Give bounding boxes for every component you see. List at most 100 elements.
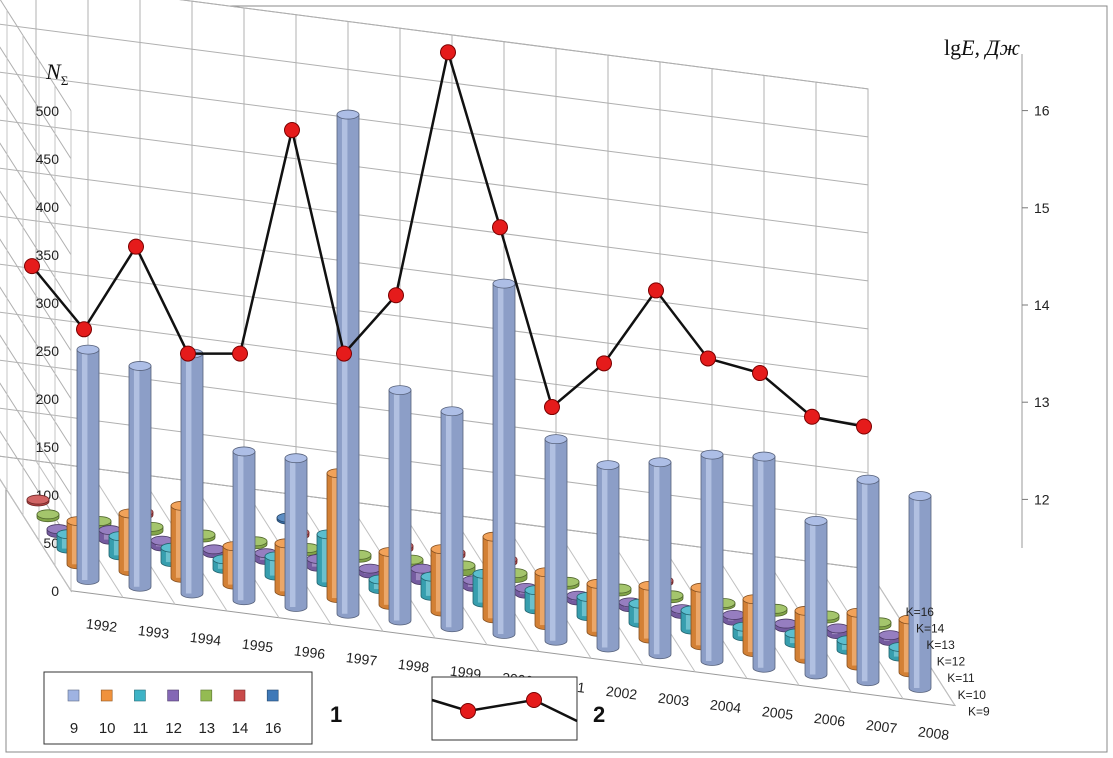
- right-axis-title: lgE, Дж: [944, 35, 1021, 60]
- bar-9-1997: [336, 109, 360, 619]
- gridline: [0, 263, 869, 400]
- left-tick-label: 50: [43, 535, 59, 551]
- energy-point-1997: [284, 122, 300, 139]
- bar-highlight: [861, 479, 868, 682]
- legend-line-box: [431, 676, 578, 741]
- left-tick-label: 300: [36, 295, 60, 311]
- bar-highlight: [373, 579, 380, 590]
- bar-body: [492, 283, 516, 639]
- bar-highlight: [581, 596, 588, 617]
- bar-highlight: [341, 114, 348, 614]
- year-label: 2002: [605, 683, 638, 703]
- bar-9-2003: [648, 457, 672, 660]
- bar-top: [26, 494, 50, 505]
- bar-highlight: [185, 353, 192, 594]
- energy-point-1994: [128, 238, 144, 255]
- left-tick-label: 150: [36, 439, 60, 455]
- energy-point-1995: [180, 345, 196, 362]
- energy-point-2005: [700, 350, 716, 367]
- legend-line-sample: [431, 698, 578, 723]
- bar-top: [76, 344, 100, 355]
- bar-top: [774, 618, 798, 629]
- bar-top: [36, 509, 60, 520]
- energy-point-2004: [648, 282, 664, 299]
- legend-label-13: 13: [198, 720, 215, 737]
- legend-swatch-10: [100, 689, 113, 702]
- energy-point-2002: [544, 399, 560, 416]
- bar-highlight: [289, 458, 296, 607]
- year-label: 1992: [85, 615, 118, 635]
- year-label: 1994: [189, 629, 222, 649]
- year-label: 1997: [345, 649, 378, 669]
- bar-highlight: [279, 543, 286, 592]
- energy-point-2006: [752, 365, 768, 382]
- class-label: K=9: [968, 704, 990, 718]
- bar-highlight: [841, 640, 848, 650]
- bar-top: [908, 491, 932, 501]
- bar-highlight: [477, 573, 484, 603]
- bar-top: [388, 385, 412, 396]
- bar-top: [700, 449, 724, 460]
- class-label: K=13: [926, 638, 955, 652]
- bar-highlight: [71, 521, 78, 565]
- legend-swatch-11: [134, 689, 146, 702]
- gridline: [0, 119, 869, 256]
- year-label: 1995: [241, 636, 274, 656]
- bar-body: [388, 389, 412, 626]
- legend-label-9: 9: [70, 720, 78, 737]
- bar-highlight: [321, 534, 328, 583]
- legend-swatch-16: [266, 689, 279, 702]
- bar-highlight: [633, 603, 640, 623]
- left-tick-label: 500: [36, 103, 60, 119]
- year-label: 1998: [397, 656, 430, 676]
- right-axis: 12 13 14 15 16: [1021, 54, 1050, 548]
- bar-top: [804, 516, 828, 526]
- energy-point-2008: [856, 418, 872, 435]
- right-tick-label: 13: [1034, 394, 1050, 410]
- energy-point-1993: [76, 321, 92, 338]
- bar-highlight: [435, 549, 442, 612]
- bar-body: [804, 520, 828, 680]
- bar-9-1995: [232, 446, 256, 606]
- gridline: [0, 215, 869, 352]
- bar-top: [544, 434, 568, 445]
- bar-highlight: [757, 456, 764, 668]
- legend-box: [43, 671, 313, 745]
- energy-point-2001: [492, 219, 508, 236]
- class-label: K=16: [906, 605, 935, 619]
- class-label: K=11: [947, 671, 975, 685]
- energy-point-2007: [804, 408, 820, 425]
- bar-9-1999: [440, 406, 464, 633]
- bar-9-2008: [908, 491, 932, 693]
- bar-top: [202, 544, 226, 555]
- class-label: K=14: [916, 621, 945, 635]
- bar-highlight: [227, 546, 234, 585]
- bar-highlight: [893, 647, 900, 657]
- bar-highlight: [383, 552, 390, 605]
- bar-top: [648, 457, 672, 468]
- bar-highlight: [175, 505, 182, 578]
- bar-highlight: [217, 559, 224, 569]
- left-tick-label: 200: [36, 391, 60, 407]
- left-tick-label: 400: [36, 199, 60, 215]
- energy-point-1996: [232, 345, 248, 362]
- bar-top: [358, 563, 382, 574]
- bar-highlight: [643, 585, 650, 639]
- bar-top: [410, 563, 434, 574]
- right-tick-label: 12: [1034, 491, 1050, 507]
- bar-highlight: [425, 576, 432, 596]
- bar-highlight: [165, 547, 172, 563]
- bar-highlight: [103, 530, 110, 540]
- bar-highlight: [601, 465, 608, 648]
- bar-top: [232, 446, 256, 457]
- bar-top: [856, 474, 880, 485]
- bar-9-2000: [492, 278, 516, 639]
- bar-highlight: [415, 568, 422, 581]
- bar-highlight: [487, 536, 494, 619]
- right-tick-label: 14: [1034, 297, 1050, 313]
- legend-line-label: 2: [593, 702, 605, 727]
- left-tick-label: 350: [36, 247, 60, 263]
- year-label: 2007: [865, 717, 898, 737]
- year-labels: 1992199319941995199619971998199920002001…: [85, 615, 950, 743]
- bar-9-2004: [700, 449, 724, 666]
